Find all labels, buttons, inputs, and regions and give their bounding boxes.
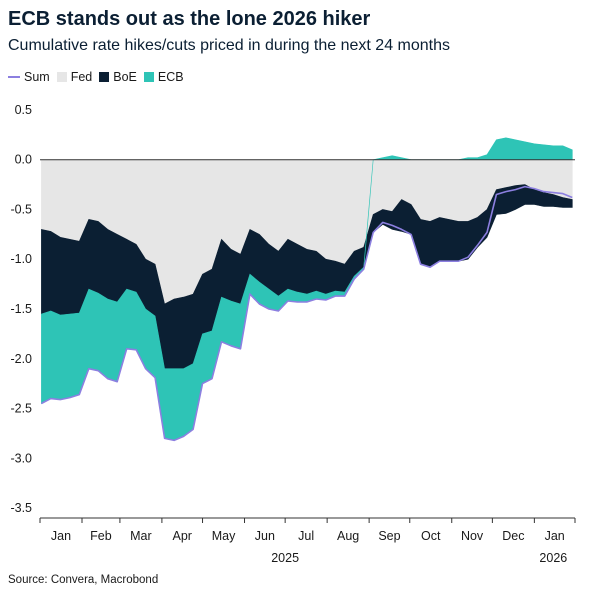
legend-label-boe: BoE — [113, 70, 137, 84]
x-month-label: Jan — [51, 529, 71, 543]
stacked-area-chart: 0.5 0.0 -0.5 -1.0 -1.5 -2.0 -2.5 -3.0 -3.5 Jan Feb… — [10, 103, 576, 565]
legend-item-fed: Fed — [56, 70, 93, 84]
x-month-label: Nov — [461, 529, 484, 543]
x-year-label: 2025 — [271, 551, 299, 565]
legend-swatch-ecb — [143, 72, 154, 82]
x-month-label: Feb — [90, 529, 112, 543]
x-month-label: Dec — [502, 529, 524, 543]
x-month-label: Jun — [255, 529, 275, 543]
legend-label-fed: Fed — [70, 70, 93, 84]
y-tick-label: -3.5 — [10, 501, 32, 515]
chart-subtitle: Cumulative rate hikes/cuts priced in dur… — [8, 37, 451, 54]
chart-legend: Sum Fed BoE ECB — [8, 70, 191, 84]
x-month-label: Aug — [337, 529, 359, 543]
legend-swatch-sum — [8, 76, 20, 78]
x-year-label: 2026 — [539, 551, 567, 565]
y-tick-label: -1.0 — [10, 252, 32, 266]
y-tick-label: 0.0 — [15, 153, 32, 167]
y-tick-label: -0.5 — [10, 202, 32, 216]
x-month-label: Jan — [545, 529, 565, 543]
x-month-label: Mar — [130, 529, 152, 543]
y-tick-label: -2.0 — [10, 352, 32, 366]
legend-item-ecb: ECB — [143, 70, 184, 84]
chart-title: ECB stands out as the lone 2026 hiker — [8, 8, 371, 30]
y-tick-label: -1.5 — [10, 302, 32, 316]
legend-label-sum: Sum — [24, 70, 50, 84]
sum-line — [41, 185, 573, 442]
legend-label-ecb: ECB — [157, 70, 184, 84]
x-month-label: Sep — [378, 529, 400, 543]
x-month-label: Apr — [172, 529, 191, 543]
y-tick-label: -3.0 — [10, 451, 32, 465]
legend-item-boe: BoE — [99, 70, 137, 84]
x-month-label: Oct — [421, 529, 441, 543]
legend-swatch-boe — [99, 72, 110, 82]
x-month-label: May — [212, 529, 236, 543]
legend-swatch-fed — [56, 72, 67, 82]
x-month-label: Jul — [298, 529, 314, 543]
legend-item-sum: Sum — [8, 70, 50, 84]
y-tick-label: -2.5 — [10, 402, 32, 416]
y-tick-label: 0.5 — [15, 103, 32, 117]
source-note: Source: Convera, Macrobond — [8, 574, 159, 586]
